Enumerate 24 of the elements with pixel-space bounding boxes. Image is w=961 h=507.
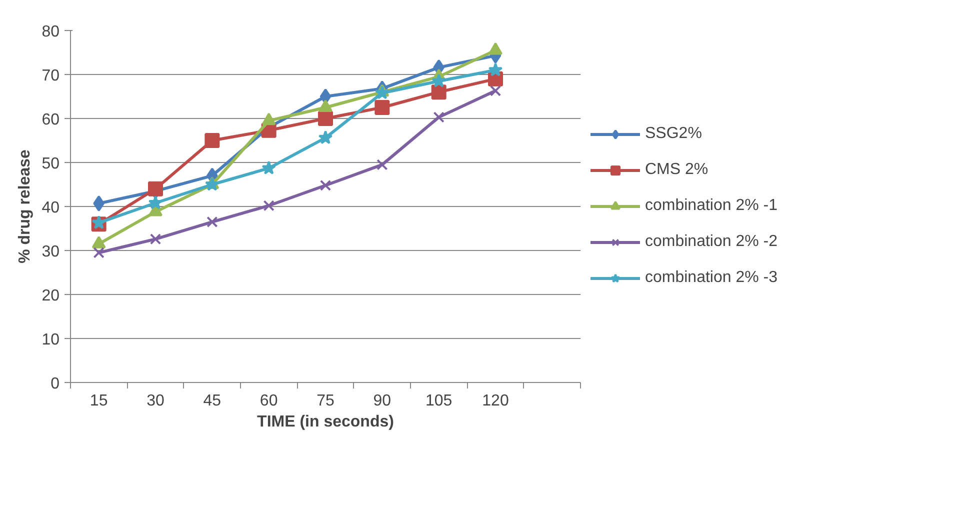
x-tick-label: 60 [260, 392, 278, 410]
y-tick-label: 70 [42, 68, 60, 84]
legend-label: CMS 2% [645, 161, 708, 179]
legend-label: combination 2% -1 [645, 197, 778, 215]
y-tick-label: 50 [42, 156, 60, 172]
y-tick-label: 0 [50, 376, 60, 392]
y-tick-label: 60 [42, 112, 60, 128]
legend-label: SSG2% [645, 125, 702, 143]
x-tick-label: 105 [425, 392, 452, 410]
x-tick-label: 90 [373, 392, 392, 410]
legend-label: combination 2% -2 [645, 233, 778, 251]
x-tick-label: 15 [90, 392, 108, 410]
y-tick-label: 80 [42, 24, 60, 40]
legend-label: combination 2% -3 [645, 269, 778, 287]
x-tick-label: 120 [482, 392, 509, 410]
y-tick-label: 30 [42, 244, 60, 260]
y-tick-label: 20 [42, 288, 60, 304]
x-axis-title: TIME (in seconds) [257, 414, 394, 430]
x-tick-label: 30 [146, 392, 164, 410]
y-tick-label: 10 [42, 332, 60, 348]
x-tick-label: 45 [203, 392, 222, 410]
y-tick-label: 40 [42, 200, 60, 216]
x-tick-label: 75 [316, 392, 334, 410]
y-axis-title: % drug release [16, 149, 34, 264]
